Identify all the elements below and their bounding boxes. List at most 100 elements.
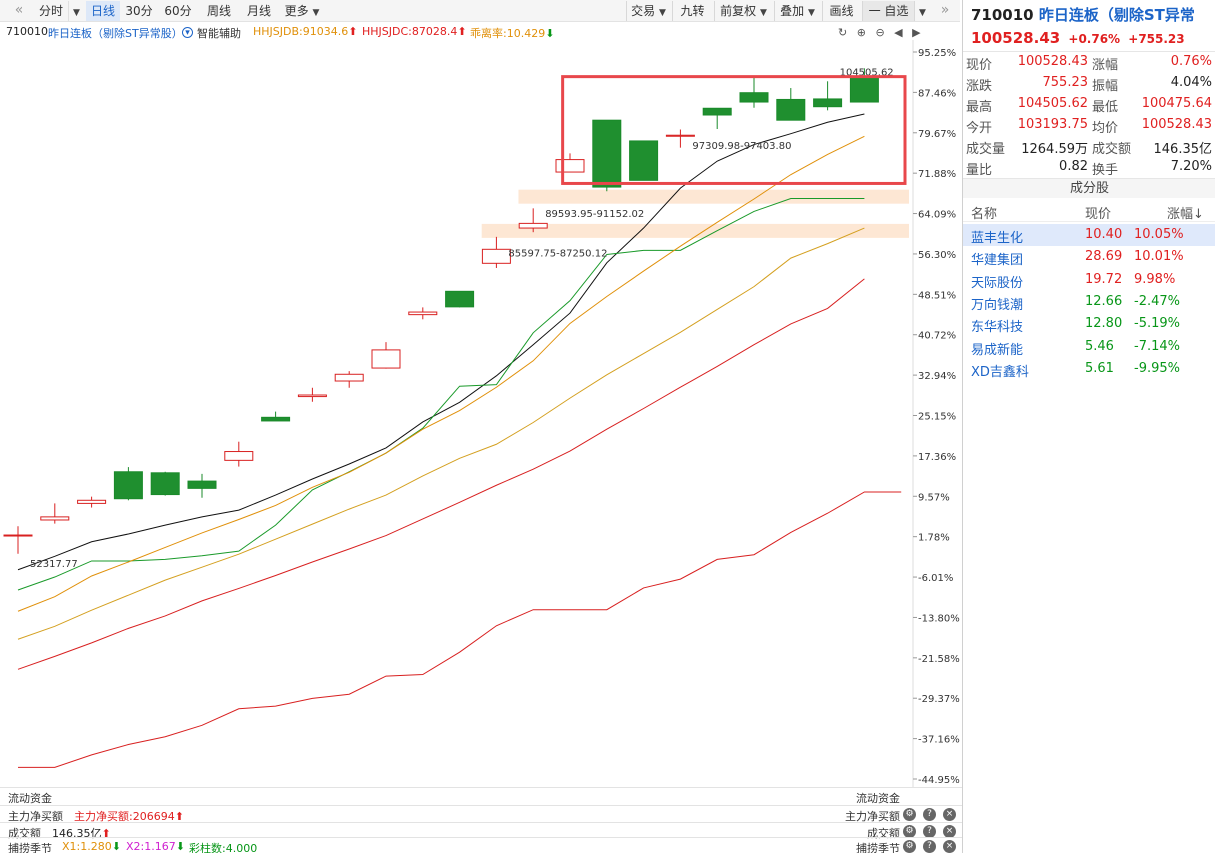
component-row[interactable]: 天际股份 19.72 9.98%: [963, 269, 1215, 291]
smart-assist-label[interactable]: 智能辅助: [197, 27, 241, 40]
candle-body: [481, 248, 511, 264]
candle-body: [408, 311, 438, 316]
forward-icon[interactable]: ▶: [912, 26, 921, 39]
y-tick-label: 71.88%: [918, 169, 956, 180]
quote-value: 0.76%: [1170, 54, 1212, 69]
price-annotation: 89593.95-91152.02: [545, 209, 644, 220]
chevron-down-icon[interactable]: ▾: [182, 27, 193, 38]
close-icon[interactable]: ×: [943, 825, 956, 838]
component-price: 12.66: [1085, 293, 1123, 309]
col-pct[interactable]: 涨幅↓: [1167, 207, 1204, 222]
fenshi-dropdown[interactable]: ▼: [68, 1, 84, 21]
y-tick-label: 79.67%: [918, 129, 956, 140]
zoom-in-icon[interactable]: ⊕: [856, 26, 866, 39]
ma-line-lowred: [18, 491, 902, 768]
tab-weekly[interactable]: 周线: [206, 4, 231, 18]
candle-body: [40, 516, 70, 521]
help-icon[interactable]: ?: [923, 840, 936, 853]
tab-monthly[interactable]: 月线: [246, 4, 271, 18]
price-zone: [518, 189, 909, 204]
draw-button[interactable]: 画线: [822, 1, 860, 21]
turnover-label-right[interactable]: 成交额: [867, 827, 900, 840]
tab-fenshi[interactable]: 分时: [38, 4, 63, 18]
quote-value: 104505.62: [1017, 96, 1088, 111]
trade-label: 交易: [631, 4, 656, 18]
back-icon[interactable]: ◀: [894, 26, 903, 39]
y-tick-label: 48.51%: [918, 290, 956, 301]
settings-icon[interactable]: ⚙: [903, 840, 916, 853]
help-icon[interactable]: ?: [923, 825, 936, 838]
y-tick-label: 1.78%: [918, 533, 950, 544]
candle-body: [187, 480, 217, 489]
close-icon[interactable]: ×: [943, 808, 956, 821]
components-title: 成分股: [963, 178, 1215, 198]
component-row[interactable]: 华建集团 28.69 10.01%: [963, 246, 1215, 268]
chart-code: 710010: [6, 25, 48, 38]
tab-30min[interactable]: 30分: [125, 4, 153, 18]
col-name[interactable]: 名称: [971, 207, 998, 222]
arrow-up-icon: ⬆: [348, 25, 358, 38]
ma-line-black: [17, 113, 865, 571]
hhjsjdb-text: HHJSJDB:91034.6: [253, 25, 349, 38]
component-price: 12.80: [1085, 316, 1123, 332]
quote-row: 成交量 1264.59万 成交额 146.35亿: [963, 136, 1215, 157]
quote-label: 量比: [966, 163, 993, 178]
y-tick-label: 87.46%: [918, 88, 956, 99]
ma-line-yellow: [17, 227, 865, 640]
kline-chart[interactable]: 95.25% 87.46% 79.67% 71.88% 64.09% 56.30% 48.5…: [0, 40, 960, 788]
component-row[interactable]: 万向钱潮 12.66 -2.47%: [963, 291, 1215, 313]
hhjsjdb-value: HHJSJDB:91034.6⬆: [253, 25, 357, 38]
hhjsjdc-text: HHJSJDC:87028.4: [362, 25, 458, 38]
quote-label: 成交额: [1092, 142, 1132, 157]
col-price[interactable]: 现价: [1085, 207, 1112, 222]
zoom-out-icon[interactable]: ⊖: [875, 26, 885, 39]
close-icon[interactable]: ×: [943, 840, 956, 853]
y-tick-label: -13.80%: [918, 613, 960, 624]
liquidity-label-right[interactable]: 流动资金: [856, 792, 900, 805]
candle-body: [334, 373, 364, 382]
overlay-button[interactable]: 叠加 ▼: [774, 1, 820, 21]
component-pct: -7.14%: [1134, 338, 1180, 354]
quote-label: 涨跌: [966, 79, 993, 94]
component-row[interactable]: 蓝丰生化 10.40 10.05%: [963, 224, 1215, 246]
component-row[interactable]: XD吉鑫科 5.61 -9.95%: [963, 358, 1215, 380]
quote-value: 7.20%: [1170, 159, 1212, 174]
component-row[interactable]: 东华科技 12.80 -5.19%: [963, 313, 1215, 335]
y-tick-label: 56.30%: [918, 250, 956, 261]
nine-turn-button[interactable]: 九转: [672, 1, 712, 21]
liquidity-label: 流动资金: [8, 792, 52, 805]
component-name: 华建集团: [971, 253, 1024, 269]
candle-body: [592, 119, 622, 188]
collapse-left-icon[interactable]: «: [14, 2, 24, 18]
tab-more[interactable]: 更多 ▼: [280, 1, 324, 21]
ma-line-green: [17, 197, 865, 591]
y-tick-label: -37.16%: [918, 735, 960, 746]
help-icon[interactable]: ?: [923, 808, 936, 821]
net-buy-label-right[interactable]: 主力净买额: [845, 810, 900, 823]
settings-icon[interactable]: ⚙: [903, 825, 916, 838]
tab-60min[interactable]: 60分: [164, 4, 192, 18]
fishing-label: 捕捞季节: [8, 842, 52, 853]
watchlist-button[interactable]: 一 自选: [862, 1, 914, 21]
trade-button[interactable]: 交易 ▼: [626, 1, 670, 21]
y-tick-label: -21.58%: [918, 654, 960, 665]
quote-row: 现价 100528.43 涨幅 0.76%: [963, 52, 1215, 73]
component-pct: 10.05%: [1134, 227, 1184, 242]
adjust-button[interactable]: 前复权 ▼: [714, 1, 772, 21]
refresh-icon[interactable]: ↻: [838, 26, 848, 39]
settings-icon[interactable]: ⚙: [903, 808, 916, 821]
watchlist-dropdown[interactable]: ▼: [914, 1, 930, 21]
price-zone: [481, 223, 909, 238]
fishing-label-right[interactable]: 捕捞季节: [856, 842, 900, 853]
panel-pct: +0.76%: [1068, 32, 1121, 46]
quote-value: 103193.75: [1017, 117, 1088, 132]
tab-daily[interactable]: 日线: [86, 1, 120, 21]
quote-label: 成交量: [966, 142, 1006, 157]
overlay-label: 叠加: [780, 4, 805, 18]
collapse-right-icon[interactable]: »: [940, 2, 950, 18]
y-tick-label: 9.57%: [918, 492, 950, 503]
highlight-box: [561, 75, 907, 185]
ma-line-red: [17, 278, 865, 670]
quote-value: 146.35亿: [1153, 142, 1213, 157]
component-row[interactable]: 易成新能 5.46 -7.14%: [963, 336, 1215, 358]
